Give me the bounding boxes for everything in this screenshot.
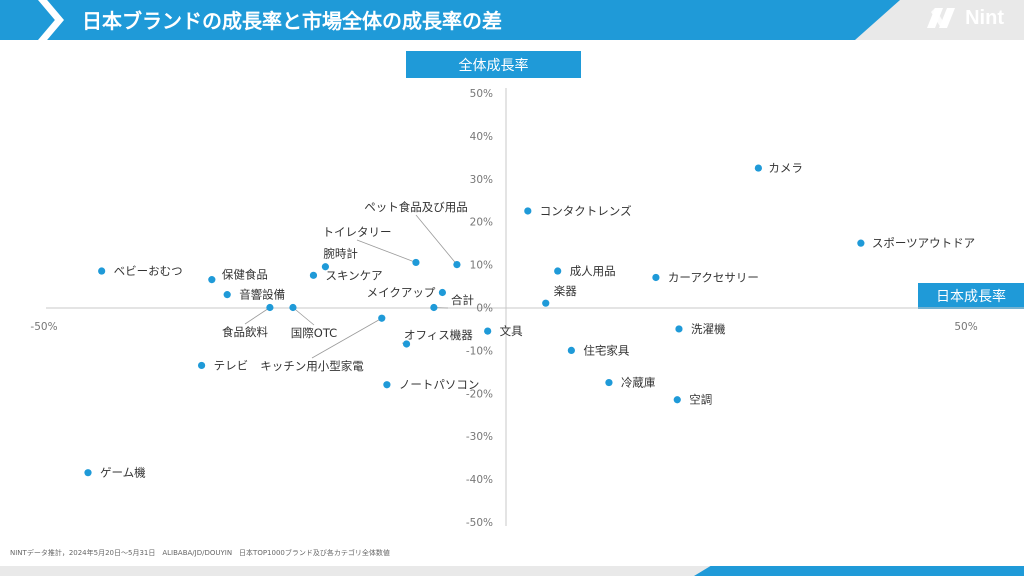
data-point [412, 258, 420, 267]
point-label: 合計 [451, 293, 474, 307]
data-point [309, 271, 318, 279]
point-label: ベビーおむつ [114, 264, 183, 278]
point-label: 腕時計 [323, 247, 358, 261]
point-label: 冷蔵庫 [621, 376, 656, 390]
data-point [430, 303, 438, 312]
y-tick-label: 40% [470, 131, 493, 143]
y-tick-label: -50% [466, 517, 493, 529]
data-point [197, 361, 206, 370]
y-tick-label: -10% [466, 345, 493, 357]
data-point [652, 273, 660, 282]
point-label: 音響設備 [239, 288, 285, 302]
data-point [266, 303, 274, 312]
data-point [524, 207, 532, 215]
title-banner [0, 0, 900, 40]
point-label: 食品飲料 [222, 325, 268, 339]
y-tick-label: -20% [466, 388, 493, 400]
point-label: カーアクセサリー [668, 270, 759, 284]
point-label: キッチン用小型家電 [260, 359, 364, 373]
leader-line [292, 307, 315, 326]
x-tick-label: 50% [954, 321, 977, 333]
x-axis-label: 日本成長率 [918, 283, 1024, 309]
nint-logo-icon [927, 8, 956, 28]
point-label: ペット食品及び用品 [364, 200, 468, 214]
brand-logo: Nint [925, 6, 1004, 30]
data-point [438, 288, 447, 297]
data-point [223, 291, 231, 299]
point-label: スポーツアウトドア [872, 236, 975, 250]
y-tick-label: -40% [466, 474, 493, 486]
point-label: 文具 [500, 324, 523, 338]
y-tick-label: 50% [470, 88, 493, 100]
data-point [402, 340, 411, 348]
point-label: 空調 [689, 393, 712, 407]
data-point [378, 314, 386, 322]
point-label: メイクアップ [367, 285, 436, 299]
point-label: カメラ [768, 161, 803, 175]
point-label: 住宅家具 [583, 343, 629, 357]
point-label: 洗濯機 [691, 322, 726, 336]
source-footnote: NINTデータ推計，2024年5月20日～5月31日 ALIBABA/JD/DO… [10, 549, 390, 557]
logo-text: Nint [965, 6, 1004, 29]
y-tick-label: 30% [470, 174, 493, 186]
footer-accent [694, 566, 1024, 576]
point-label: トイレタリー [323, 225, 392, 239]
y-tick-label: 20% [470, 217, 493, 229]
y-tick-label: -30% [466, 431, 493, 443]
page-title: 日本ブランドの成長率と市場全体の成長率の差 [82, 9, 502, 33]
point-label: 成人用品 [570, 264, 616, 278]
point-label: ゲーム機 [100, 466, 146, 480]
data-point [289, 303, 297, 312]
data-point [98, 267, 106, 275]
data-point [567, 346, 575, 354]
leader-line [415, 214, 458, 265]
footer-bar [0, 566, 1024, 576]
x-tick-label: -50% [30, 321, 57, 333]
data-point [208, 276, 216, 284]
data-point [383, 381, 391, 389]
point-label: オフィス機器 [404, 328, 473, 342]
data-point [321, 263, 330, 271]
data-point [554, 267, 562, 275]
leader-line [311, 317, 382, 359]
y-tick-label: 0% [476, 303, 493, 315]
point-label: 楽器 [554, 284, 577, 298]
point-label: 保健食品 [222, 268, 268, 282]
leader-line [244, 307, 271, 325]
data-point [675, 325, 683, 333]
data-point [857, 239, 865, 247]
data-point [542, 299, 550, 307]
data-point [84, 469, 92, 477]
point-label: 国際OTC [291, 326, 337, 340]
data-point [673, 396, 681, 404]
point-label: ノートパソコン [399, 378, 480, 392]
point-label: テレビ [214, 358, 249, 372]
point-label: スキンケア [325, 268, 382, 282]
data-point [453, 261, 461, 269]
point-label: コンタクトレンズ [540, 204, 632, 218]
y-axis-label: 全体成長率 [406, 51, 581, 78]
data-point [754, 164, 762, 172]
data-point [484, 327, 492, 335]
y-tick-label: 10% [470, 260, 493, 272]
data-point [605, 378, 613, 387]
leader-line [356, 239, 417, 263]
